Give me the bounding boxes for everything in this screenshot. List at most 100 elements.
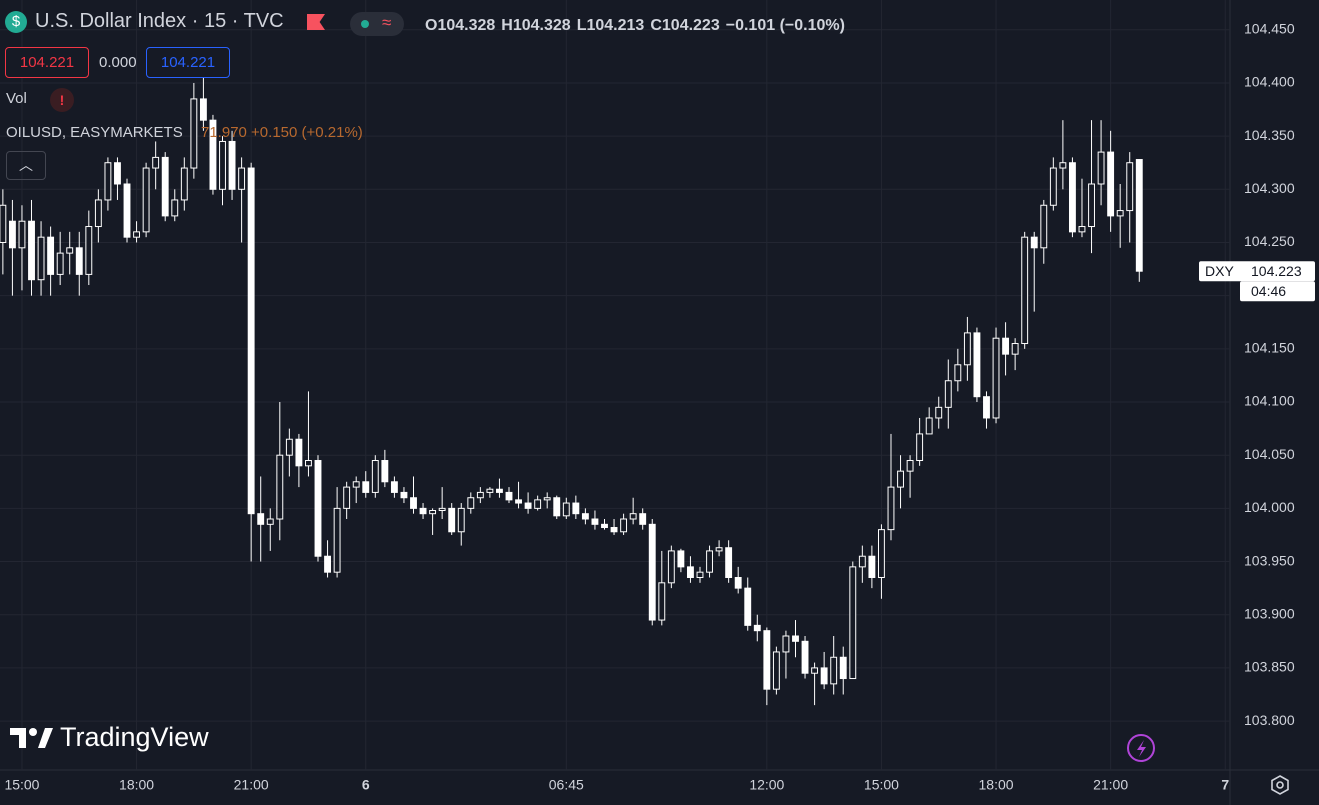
candle-body	[992, 337, 1000, 419]
candle-body	[687, 566, 694, 578]
candle-body	[677, 550, 685, 568]
candle-body	[228, 140, 236, 190]
x-tick-label: 21:00	[1093, 777, 1128, 793]
candle-body	[1049, 167, 1057, 206]
candle-body	[324, 555, 331, 573]
flash-circle[interactable]	[1127, 734, 1155, 762]
spread: 0.000	[99, 54, 137, 71]
logo-mark	[38, 728, 53, 748]
candle-body	[75, 247, 83, 275]
candle-body	[85, 226, 93, 275]
candle-body	[390, 481, 398, 493]
candle-body	[266, 518, 274, 525]
price-countdown: 04:46	[1251, 283, 1286, 299]
buy-button[interactable]: 104.221	[146, 47, 230, 78]
candle-body	[199, 98, 207, 121]
flash-icon[interactable]	[1137, 740, 1146, 757]
settings-icon[interactable]	[1271, 775, 1289, 795]
ohlc-value: 104.223	[661, 17, 720, 34]
y-tick-label: 104.450	[1244, 20, 1295, 36]
x-tick-label: 6	[362, 777, 370, 793]
y-tick-label: 104.000	[1244, 499, 1295, 515]
candle-body	[219, 140, 226, 190]
candle-body	[152, 156, 160, 169]
y-tick-label: 103.950	[1244, 552, 1295, 568]
candle-body	[1011, 343, 1019, 355]
x-tick-label: 12:00	[749, 777, 784, 793]
candle-body	[8, 220, 16, 249]
y-tick-label: 104.350	[1244, 127, 1295, 143]
flash-button[interactable]	[1127, 734, 1155, 762]
y-tick-label: 104.100	[1244, 393, 1295, 409]
candle-body	[66, 247, 74, 254]
vol-label: Vol	[6, 90, 27, 107]
candle-body	[410, 497, 417, 509]
candle-body	[381, 460, 389, 483]
candle-body	[496, 488, 503, 493]
overlay-symbol: OILUSD, EASYMARKETS	[6, 124, 183, 141]
candle-body	[457, 507, 465, 533]
change: −0.101 (−0.10%)	[725, 17, 845, 34]
candle-body	[553, 497, 561, 517]
settings-button[interactable]	[1271, 775, 1289, 795]
candle-body	[667, 550, 675, 584]
candle-body	[467, 497, 475, 509]
candle-body	[801, 640, 809, 674]
candle-body	[400, 491, 408, 499]
flag-icon[interactable]	[307, 14, 325, 30]
candle-body	[763, 630, 771, 690]
candle-body	[161, 156, 169, 217]
candles	[0, 72, 1143, 706]
candle-body	[515, 499, 522, 504]
candle-body	[171, 199, 179, 217]
candle-body	[734, 577, 742, 589]
candle-body	[524, 502, 532, 509]
sell-button[interactable]: 104.221	[5, 47, 89, 78]
candle-body	[610, 527, 618, 533]
candle-body	[247, 167, 255, 515]
price-label-symbol: DXY	[1205, 263, 1234, 279]
candle-body	[180, 167, 188, 201]
candle-body	[954, 364, 962, 382]
symbol-title[interactable]: U.S. Dollar Index · 15 · TVC	[35, 10, 284, 32]
candle-body	[276, 454, 284, 520]
candle-body	[133, 231, 140, 238]
candle-body	[18, 220, 26, 249]
candle-body	[830, 656, 838, 685]
candle-body	[849, 566, 857, 680]
candle-body	[1040, 204, 1048, 249]
candle-body	[1002, 337, 1010, 355]
candle-body	[448, 507, 456, 533]
candle-body	[56, 252, 64, 275]
vol-alert[interactable]: !	[50, 88, 74, 112]
candle-body	[897, 470, 904, 488]
ohlc-key: H	[501, 17, 513, 34]
y-tick-label: 104.400	[1244, 74, 1295, 90]
candle-body	[601, 523, 608, 529]
candle-body	[1088, 183, 1095, 228]
y-tick-label: 104.150	[1244, 340, 1295, 356]
candle-body	[362, 481, 370, 493]
candle-body	[715, 547, 723, 552]
candle-body	[1126, 162, 1134, 212]
candle-body	[706, 550, 713, 573]
candle-body	[1135, 159, 1143, 272]
candle-body	[0, 204, 7, 243]
candle-body	[581, 513, 589, 520]
ohlc-key: L	[576, 17, 587, 34]
status-pill[interactable]: ≈	[350, 12, 404, 36]
candle-body	[285, 438, 293, 456]
candle-body	[123, 183, 131, 238]
overlay-values: 71.970 +0.150 (+0.21%)	[201, 124, 363, 141]
candle-body	[209, 119, 217, 190]
settings-icon[interactable]	[1276, 781, 1284, 789]
candle-body	[1068, 162, 1076, 233]
candle-body	[371, 460, 379, 493]
price-label-value: 104.223	[1251, 263, 1302, 279]
candle-body	[858, 555, 866, 568]
collapse-button[interactable]: ︿	[6, 151, 46, 180]
candle-body	[333, 507, 341, 573]
